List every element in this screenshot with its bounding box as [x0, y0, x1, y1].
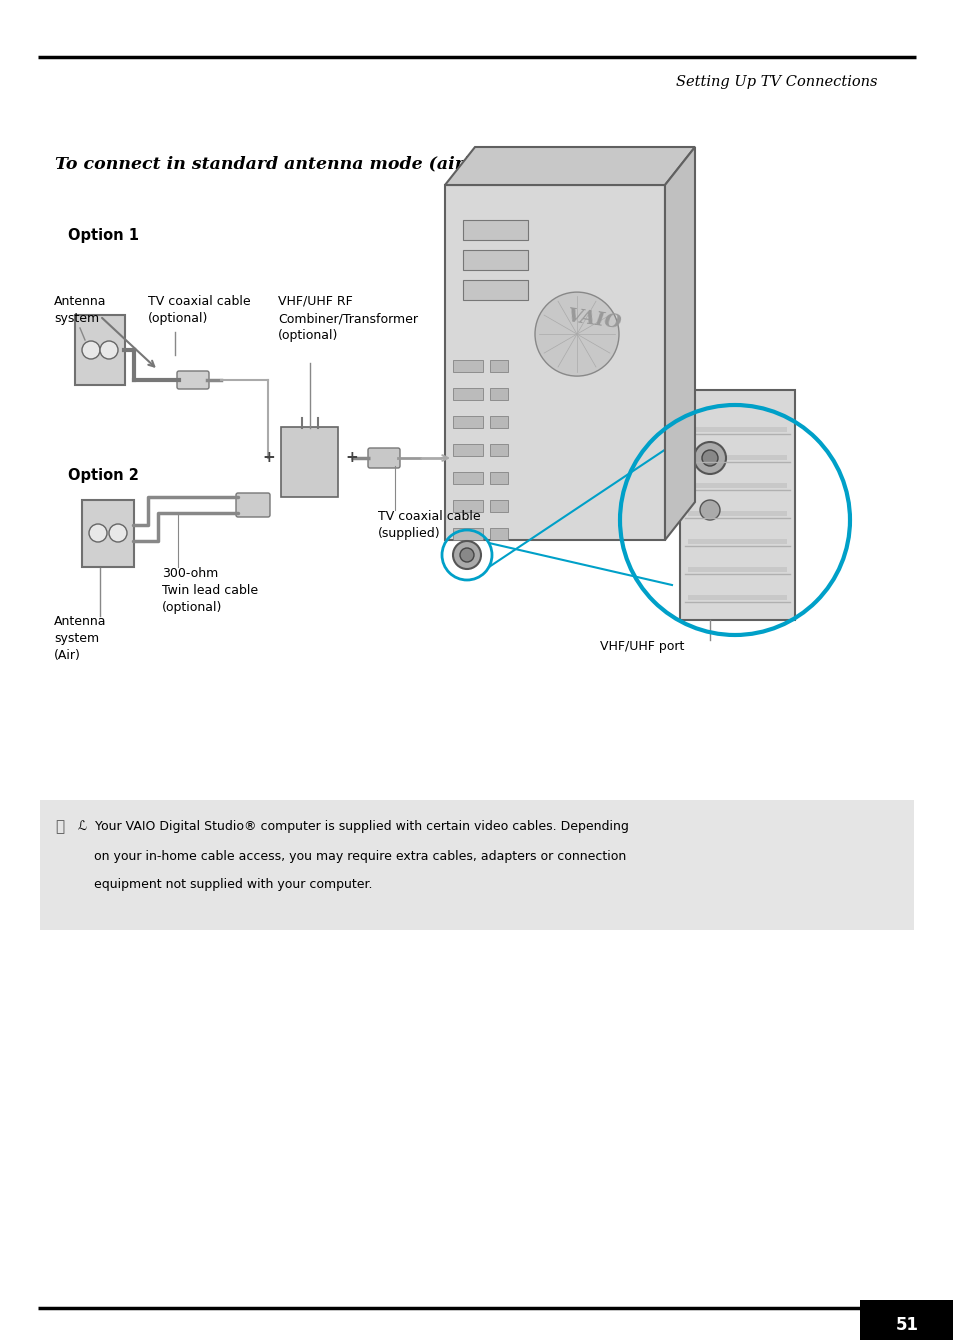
Circle shape	[109, 524, 127, 541]
Circle shape	[693, 442, 725, 474]
Text: VHF/UHF port: VHF/UHF port	[599, 641, 683, 653]
Bar	[453, 472, 482, 484]
Circle shape	[701, 450, 718, 466]
Bar	[453, 415, 482, 427]
Text: VHF/UHF RF
Combiner/Transformer
(optional): VHF/UHF RF Combiner/Transformer (optiona…	[277, 295, 417, 342]
Text: To connect in standard antenna mode (air): To connect in standard antenna mode (air…	[55, 155, 472, 172]
Bar	[687, 567, 786, 572]
Bar	[462, 251, 527, 269]
FancyBboxPatch shape	[444, 185, 664, 540]
FancyBboxPatch shape	[40, 800, 913, 930]
Circle shape	[459, 548, 474, 561]
Text: Option 1: Option 1	[68, 228, 139, 243]
FancyBboxPatch shape	[177, 371, 209, 389]
Text: VAIO: VAIO	[565, 307, 622, 332]
Bar	[453, 500, 482, 512]
Bar	[687, 456, 786, 460]
Text: Option 2: Option 2	[68, 468, 139, 482]
FancyBboxPatch shape	[235, 493, 270, 517]
Bar	[490, 500, 507, 512]
Text: 51: 51	[895, 1316, 918, 1335]
Text: 300-ohm
Twin lead cable
(optional): 300-ohm Twin lead cable (optional)	[162, 567, 258, 614]
Bar	[453, 389, 482, 401]
Bar	[490, 444, 507, 456]
Circle shape	[453, 541, 480, 570]
Text: ℒ  Your VAIO Digital Studio® computer is supplied with certain video cables. Dep: ℒ Your VAIO Digital Studio® computer is …	[78, 820, 628, 833]
Text: +: +	[262, 450, 274, 465]
Bar	[462, 280, 527, 300]
Text: equipment not supplied with your computer.: equipment not supplied with your compute…	[78, 878, 372, 891]
Circle shape	[82, 340, 100, 359]
Text: Setting Up TV Connections: Setting Up TV Connections	[676, 75, 877, 88]
Circle shape	[700, 500, 720, 520]
Text: Antenna
system
(Air): Antenna system (Air)	[54, 615, 107, 662]
Bar	[687, 595, 786, 600]
Bar	[687, 539, 786, 544]
Text: Antenna
system: Antenna system	[54, 295, 107, 326]
Bar	[453, 360, 482, 373]
Circle shape	[100, 340, 118, 359]
Text: +: +	[345, 450, 357, 465]
Bar	[679, 390, 794, 620]
FancyBboxPatch shape	[281, 427, 338, 497]
Bar	[687, 511, 786, 516]
Bar	[490, 472, 507, 484]
Bar	[490, 528, 507, 540]
Bar	[490, 389, 507, 401]
Text: TV coaxial cable
(optional): TV coaxial cable (optional)	[148, 295, 251, 326]
Bar	[453, 444, 482, 456]
Bar	[462, 220, 527, 240]
FancyBboxPatch shape	[75, 315, 125, 385]
Bar	[453, 528, 482, 540]
Text: ℒ: ℒ	[55, 820, 64, 833]
Bar	[859, 1300, 953, 1340]
Bar	[687, 427, 786, 431]
Circle shape	[535, 292, 618, 377]
FancyBboxPatch shape	[368, 448, 399, 468]
Bar	[687, 482, 786, 488]
Bar	[490, 360, 507, 373]
Circle shape	[89, 524, 107, 541]
Polygon shape	[444, 147, 695, 185]
Text: TV coaxial cable
(supplied): TV coaxial cable (supplied)	[377, 511, 480, 540]
Bar	[490, 415, 507, 427]
Text: on your in-home cable access, you may require extra cables, adapters or connecti: on your in-home cable access, you may re…	[78, 850, 625, 863]
FancyBboxPatch shape	[82, 500, 133, 567]
Polygon shape	[664, 147, 695, 540]
